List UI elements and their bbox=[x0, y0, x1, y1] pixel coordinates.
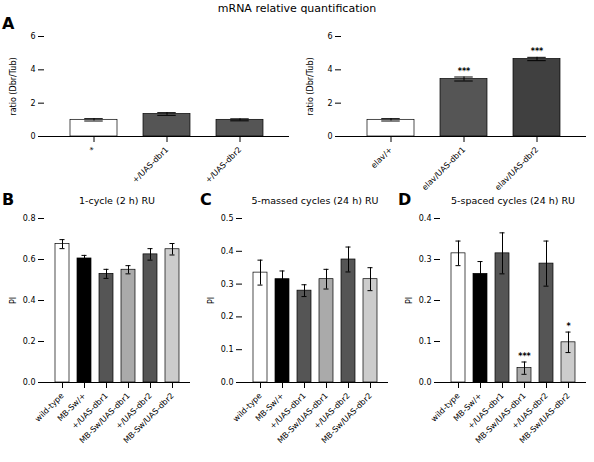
html-text:mRNA relative quantification: mRNA relative quantification bbox=[217, 2, 377, 15]
svg-text:0.3: 0.3 bbox=[419, 255, 432, 264]
svg-text:MB-Sw/UAS-dbr2: MB-Sw/UAS-dbr2 bbox=[122, 391, 176, 445]
html-text:5-spaced cycles (24 h) RU: 5-spaced cycles (24 h) RU bbox=[451, 195, 575, 206]
svg-text:0.3: 0.3 bbox=[221, 280, 234, 289]
svg-text:+/UAS-dbr1: +/UAS-dbr1 bbox=[70, 391, 110, 431]
svg-text:0.2: 0.2 bbox=[221, 312, 234, 321]
svg-text:4: 4 bbox=[30, 65, 35, 74]
svg-text:wild-type: wild-type bbox=[429, 391, 462, 424]
html-text:B: B bbox=[2, 190, 15, 209]
svg-text:*: * bbox=[88, 145, 97, 154]
svg-text:+/UAS-dbr2: +/UAS-dbr2 bbox=[203, 145, 243, 185]
svg-text:0.4: 0.4 bbox=[419, 214, 432, 223]
svg-text:0.8: 0.8 bbox=[23, 214, 36, 223]
svg-text:+/UAS-dbr1: +/UAS-dbr1 bbox=[268, 391, 308, 431]
html-text:C: C bbox=[200, 190, 212, 209]
svg-text:+/UAS-dbr1: +/UAS-dbr1 bbox=[130, 145, 170, 185]
svg-text:0: 0 bbox=[30, 132, 35, 141]
svg-text:*: * bbox=[566, 322, 571, 331]
svg-text:0: 0 bbox=[327, 132, 332, 141]
svg-text:MB-Sw/UAS-dbr1: MB-Sw/UAS-dbr1 bbox=[473, 391, 528, 446]
svg-text:ratio (Dbr/Tub): ratio (Dbr/Tub) bbox=[306, 57, 315, 115]
svg-text:6: 6 bbox=[327, 32, 332, 41]
svg-text:MB-Sw/+: MB-Sw/+ bbox=[55, 391, 88, 424]
svg-text:MB-Sw/UAS-dbr1: MB-Sw/UAS-dbr1 bbox=[275, 391, 330, 446]
svg-text:0.4: 0.4 bbox=[23, 296, 36, 305]
svg-text:0.0: 0.0 bbox=[221, 378, 234, 387]
svg-text:PI: PI bbox=[405, 297, 414, 304]
svg-text:***: *** bbox=[531, 47, 544, 56]
svg-text:wild-type: wild-type bbox=[33, 391, 66, 424]
svg-text:PI: PI bbox=[207, 297, 216, 304]
svg-text:+/UAS-dbr1: +/UAS-dbr1 bbox=[466, 391, 506, 431]
html-text:1-cycle (2 h) RU: 1-cycle (2 h) RU bbox=[78, 195, 156, 206]
svg-text:elav/+: elav/+ bbox=[369, 145, 394, 170]
svg-text:***: *** bbox=[518, 352, 531, 361]
svg-text:wild-type: wild-type bbox=[231, 391, 264, 424]
svg-text:0.1: 0.1 bbox=[419, 337, 432, 346]
svg-text:elav/UAS-dbr1: elav/UAS-dbr1 bbox=[420, 145, 467, 192]
svg-text:4: 4 bbox=[327, 65, 332, 74]
html-text:5-massed cycles (24 h) RU: 5-massed cycles (24 h) RU bbox=[251, 195, 379, 206]
svg-text:MB-Sw/UAS-dbr2: MB-Sw/UAS-dbr2 bbox=[518, 391, 572, 445]
svg-text:ratio (Dbr/Tub): ratio (Dbr/Tub) bbox=[9, 57, 18, 115]
svg-text:0.0: 0.0 bbox=[23, 378, 36, 387]
svg-text:elav/UAS-dbr2: elav/UAS-dbr2 bbox=[493, 145, 540, 192]
svg-text:***: *** bbox=[458, 67, 471, 76]
svg-text:0.2: 0.2 bbox=[419, 296, 432, 305]
svg-text:0.2: 0.2 bbox=[23, 337, 36, 346]
html-text:A: A bbox=[2, 14, 15, 33]
svg-text:+/UAS-dbr2: +/UAS-dbr2 bbox=[114, 391, 154, 431]
svg-text:0.6: 0.6 bbox=[23, 255, 36, 264]
svg-text:0.5: 0.5 bbox=[221, 214, 234, 223]
html-text:D: D bbox=[398, 190, 412, 209]
svg-text:+/UAS-dbr2: +/UAS-dbr2 bbox=[510, 391, 550, 431]
svg-text:6: 6 bbox=[30, 32, 35, 41]
svg-text:0.0: 0.0 bbox=[419, 378, 432, 387]
svg-text:PI: PI bbox=[9, 297, 18, 304]
svg-text:0.1: 0.1 bbox=[221, 345, 234, 354]
svg-text:MB-Sw/UAS-dbr2: MB-Sw/UAS-dbr2 bbox=[320, 391, 374, 445]
svg-text:MB-Sw/UAS-dbr1: MB-Sw/UAS-dbr1 bbox=[77, 391, 132, 446]
svg-text:2: 2 bbox=[327, 99, 332, 108]
svg-text:MB-Sw/+: MB-Sw/+ bbox=[451, 391, 484, 424]
svg-text:+/UAS-dbr2: +/UAS-dbr2 bbox=[312, 391, 352, 431]
svg-text:2: 2 bbox=[30, 99, 35, 108]
svg-text:MB-Sw/+: MB-Sw/+ bbox=[253, 391, 286, 424]
svg-text:0.4: 0.4 bbox=[221, 247, 234, 256]
